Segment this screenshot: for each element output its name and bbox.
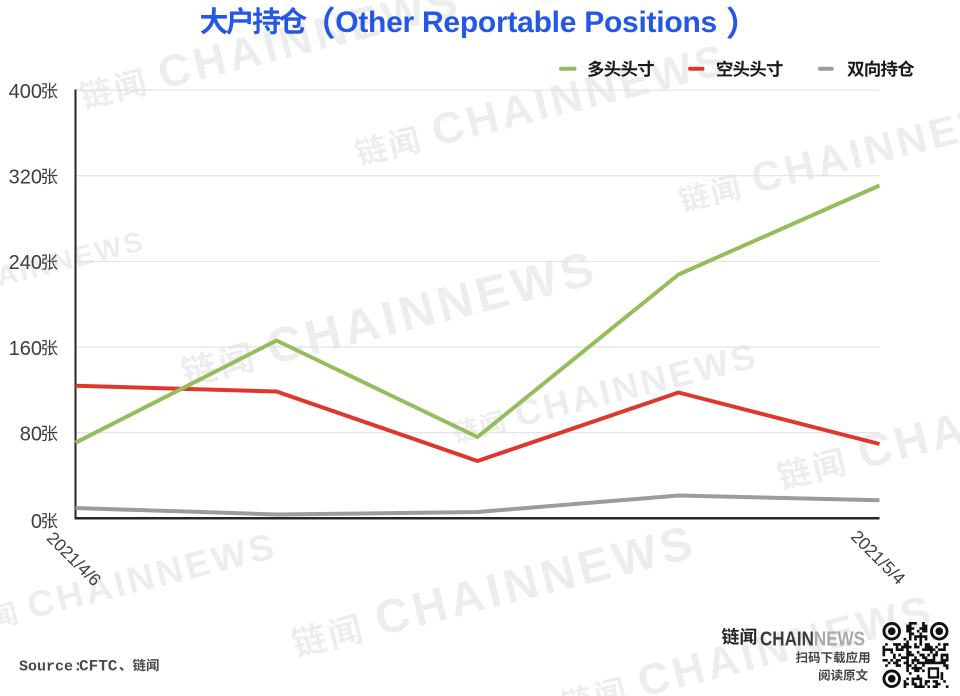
svg-text:240: 240 [9, 252, 42, 274]
svg-text:0: 0 [31, 511, 42, 533]
svg-text:160: 160 [9, 338, 42, 360]
svg-text:Source: Source [19, 658, 73, 675]
svg-text:CHAINNEWS: CHAINNEWS [760, 627, 865, 650]
svg-text:400: 400 [9, 81, 42, 103]
svg-text::: : [73, 658, 82, 675]
svg-text:Other Reportable Positions: Other Reportable Positions [335, 6, 717, 39]
svg-text:80: 80 [20, 424, 42, 446]
svg-text:320: 320 [9, 167, 42, 189]
svg-text:CFTC: CFTC [79, 657, 118, 675]
